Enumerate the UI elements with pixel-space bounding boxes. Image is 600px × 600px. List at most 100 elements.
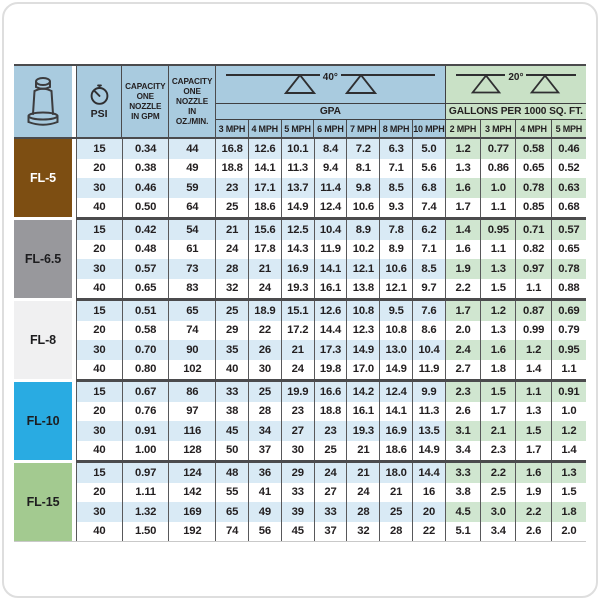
g1000-value: 1.2 <box>550 421 587 441</box>
g1000-value: 2.2 <box>444 278 481 298</box>
gpa-value: 16.8 <box>215 139 248 159</box>
oz-value: 116 <box>168 421 216 441</box>
gpa-value: 6.3 <box>379 139 413 159</box>
nozzle-model-label: FL-15 <box>14 463 72 541</box>
data-row: 30 0.57 73 28 21 16.9 14.1 12.1 10.6 8.5 1.9 1.3 0.9… <box>76 259 587 279</box>
gpm-value: 0.91 <box>121 421 169 441</box>
psi-value: 20 <box>76 401 122 421</box>
gpm-value: 0.51 <box>121 301 169 321</box>
oz-value: 59 <box>168 178 216 198</box>
gpa-value: 17.0 <box>346 359 380 379</box>
gpa-value: 15.6 <box>247 220 281 240</box>
speed-column-header: 5 MPH <box>550 120 586 137</box>
gpa-value: 24 <box>346 482 380 502</box>
g1000-value: 2.0 <box>550 521 587 541</box>
gpa-value: 9.5 <box>379 301 413 321</box>
label-column-gap <box>72 220 76 298</box>
gpa-value: 8.5 <box>412 259 445 279</box>
gpa-value: 6.2 <box>412 220 445 240</box>
g1000-value: 0.86 <box>480 158 516 178</box>
gpm-value: 0.76 <box>121 401 169 421</box>
gpa-value: 9.7 <box>412 278 445 298</box>
oz-value: 86 <box>168 382 216 402</box>
gpa-value: 25 <box>215 301 248 321</box>
gpa-value: 18.6 <box>379 440 413 460</box>
gpa-value: 16.9 <box>280 259 314 279</box>
gpa-value: 28 <box>346 502 380 522</box>
gpa-value: 12.4 <box>379 382 413 402</box>
g1000-value: 1.3 <box>550 463 587 483</box>
speed-column-header: 7 MPH <box>346 120 379 137</box>
psi-value: 20 <box>76 239 122 259</box>
gpm-value: 1.00 <box>121 440 169 460</box>
g1000-value: 1.7 <box>515 440 551 460</box>
psi-value: 30 <box>76 502 122 522</box>
g1000-value: 0.97 <box>515 259 551 279</box>
gpm-value: 0.38 <box>121 158 169 178</box>
gpa-value: 14.4 <box>313 320 347 340</box>
gpm-value: 0.58 <box>121 320 169 340</box>
speed-column-header: 4 MPH <box>515 120 550 137</box>
gpa-value: 18.9 <box>247 301 281 321</box>
psi-value: 15 <box>76 463 122 483</box>
data-row: 20 0.58 74 29 22 17.2 14.4 12.3 10.8 8.6 2.0 1.3 0.9… <box>76 320 587 340</box>
speed-column-header: 8 MPH <box>379 120 412 137</box>
gpa-value: 14.9 <box>379 359 413 379</box>
gpa-value: 17.2 <box>280 320 314 340</box>
g1000-value: 1.3 <box>444 158 481 178</box>
gpa-value: 55 <box>215 482 248 502</box>
gpa-value: 25 <box>313 440 347 460</box>
g1000-value: 4.5 <box>444 502 481 522</box>
group-separator <box>14 298 586 301</box>
gpa-value: 14.9 <box>280 197 314 217</box>
gpa-value: 23 <box>313 421 347 441</box>
g1000-value: 1.6 <box>515 463 551 483</box>
oz-value: 169 <box>168 502 216 522</box>
gpa-value: 8.6 <box>412 320 445 340</box>
psi-label: PSI <box>90 107 108 120</box>
gpa-value: 32 <box>215 278 248 298</box>
spray-fan-20-icon: 20° <box>445 66 587 104</box>
gpa-value: 30 <box>247 359 281 379</box>
nozzle-icon <box>14 66 72 137</box>
psi-value: 15 <box>76 382 122 402</box>
g1000-value: 1.7 <box>444 197 481 217</box>
gpa-value: 45 <box>280 521 314 541</box>
g1000-value: 0.79 <box>550 320 587 340</box>
gpa-value: 11.4 <box>313 178 347 198</box>
oz-value: 124 <box>168 463 216 483</box>
gpa-value: 10.8 <box>379 320 413 340</box>
data-row: 30 0.91 116 45 34 27 23 19.3 16.9 13.5 3.1 2.1 1.5 1.… <box>76 421 587 441</box>
nozzle-group-fl-8: FL-8 15 0.51 65 25 18.9 15.1 12.6 10.8 9.5 7.6 1.7 1… <box>14 301 587 379</box>
g1000-value: 1.1 <box>515 382 551 402</box>
gpa-value: 10.8 <box>346 301 380 321</box>
gpa-value: 9.3 <box>379 197 413 217</box>
gpa-value: 14.2 <box>346 382 380 402</box>
gpa-value: 15.1 <box>280 301 314 321</box>
gpa-value: 32 <box>346 521 380 541</box>
gpa-value: 7.8 <box>379 220 413 240</box>
gpa-value: 17.1 <box>247 178 281 198</box>
gpa-value: 8.9 <box>346 220 380 240</box>
gpa-value: 7.6 <box>412 301 445 321</box>
psi-value: 40 <box>76 278 122 298</box>
gpa-value: 19.3 <box>280 278 314 298</box>
gpa-value: 14.1 <box>313 259 347 279</box>
g1000-value: 0.68 <box>550 197 587 217</box>
gpa-value: 33 <box>215 382 248 402</box>
gpa-value: 11.3 <box>280 158 314 178</box>
gpa-value: 12.1 <box>346 259 380 279</box>
g1000-value: 0.91 <box>550 382 587 402</box>
g1000-value: 1.5 <box>480 382 516 402</box>
g1000-value: 0.87 <box>515 301 551 321</box>
gpa-value: 29 <box>215 320 248 340</box>
gpa-value: 14.9 <box>346 340 380 360</box>
g1000-value: 1.3 <box>480 320 516 340</box>
g1000-value: 2.2 <box>480 463 516 483</box>
data-row: 15 0.51 65 25 18.9 15.1 12.6 10.8 9.5 7.6 1.7 1.2 0.… <box>76 301 587 321</box>
oz-value: 54 <box>168 220 216 240</box>
psi-value: 15 <box>76 220 122 240</box>
g1000-value: 2.3 <box>480 440 516 460</box>
g1000-value: 1.5 <box>550 482 587 502</box>
oz-value: 83 <box>168 278 216 298</box>
